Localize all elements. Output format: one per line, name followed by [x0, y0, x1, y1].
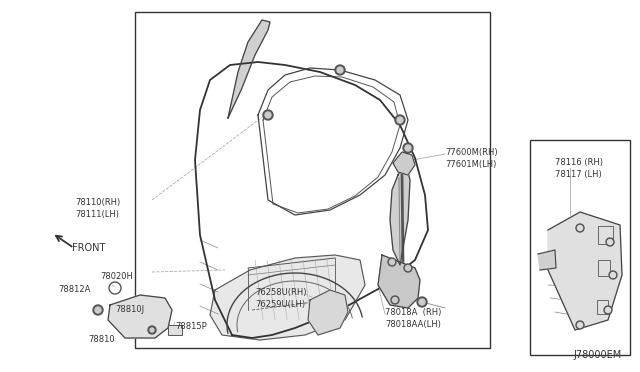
Circle shape — [397, 117, 403, 123]
Polygon shape — [548, 212, 622, 330]
Circle shape — [263, 110, 273, 120]
Polygon shape — [308, 290, 348, 335]
Circle shape — [577, 323, 582, 327]
Text: 76259U(LH): 76259U(LH) — [255, 300, 305, 309]
Text: 78020H: 78020H — [100, 272, 133, 281]
Circle shape — [404, 264, 412, 272]
Circle shape — [604, 306, 612, 314]
Polygon shape — [390, 162, 410, 265]
Text: 78116 (RH): 78116 (RH) — [555, 158, 603, 167]
Polygon shape — [378, 255, 420, 308]
Text: 78018AA(LH): 78018AA(LH) — [385, 320, 441, 329]
Bar — [530, 140, 630, 355]
Circle shape — [576, 321, 584, 329]
Text: 78111(LH): 78111(LH) — [75, 210, 119, 219]
Text: 76258U(RH): 76258U(RH) — [255, 288, 307, 297]
Polygon shape — [210, 255, 365, 340]
Circle shape — [95, 307, 101, 313]
Circle shape — [576, 224, 584, 232]
Circle shape — [607, 240, 612, 244]
Circle shape — [605, 308, 611, 312]
Circle shape — [392, 298, 397, 302]
Bar — [598, 226, 613, 244]
Circle shape — [609, 271, 617, 279]
Polygon shape — [228, 20, 270, 118]
Bar — [168, 325, 182, 335]
Text: 78110(RH): 78110(RH) — [75, 198, 120, 207]
Bar — [598, 260, 610, 276]
Polygon shape — [538, 250, 556, 270]
Text: 78812A: 78812A — [58, 285, 90, 294]
Text: J78000EM: J78000EM — [573, 350, 622, 360]
Text: 78810: 78810 — [88, 335, 115, 344]
Circle shape — [388, 258, 396, 266]
Circle shape — [611, 273, 616, 278]
Text: 77600M(RH): 77600M(RH) — [445, 148, 498, 157]
Text: FRONT: FRONT — [72, 243, 106, 253]
Text: 77601M(LH): 77601M(LH) — [445, 160, 497, 169]
Text: 78117 (LH): 78117 (LH) — [555, 170, 602, 179]
Circle shape — [337, 67, 343, 73]
Polygon shape — [393, 152, 415, 175]
Circle shape — [335, 65, 345, 75]
Text: 78815P: 78815P — [175, 322, 207, 331]
Circle shape — [405, 145, 411, 151]
Circle shape — [577, 225, 582, 231]
Circle shape — [395, 115, 405, 125]
Circle shape — [148, 326, 156, 334]
Circle shape — [93, 305, 103, 315]
Bar — [597, 300, 608, 314]
Circle shape — [390, 260, 394, 264]
Circle shape — [391, 296, 399, 304]
Bar — [135, 12, 490, 348]
Text: 78018A  (RH): 78018A (RH) — [385, 308, 442, 317]
Circle shape — [150, 328, 154, 332]
Circle shape — [417, 297, 427, 307]
Circle shape — [419, 299, 425, 305]
Circle shape — [403, 143, 413, 153]
Circle shape — [406, 266, 410, 270]
Circle shape — [265, 112, 271, 118]
Circle shape — [606, 238, 614, 246]
Polygon shape — [108, 295, 172, 338]
Text: 78810J: 78810J — [115, 305, 144, 314]
